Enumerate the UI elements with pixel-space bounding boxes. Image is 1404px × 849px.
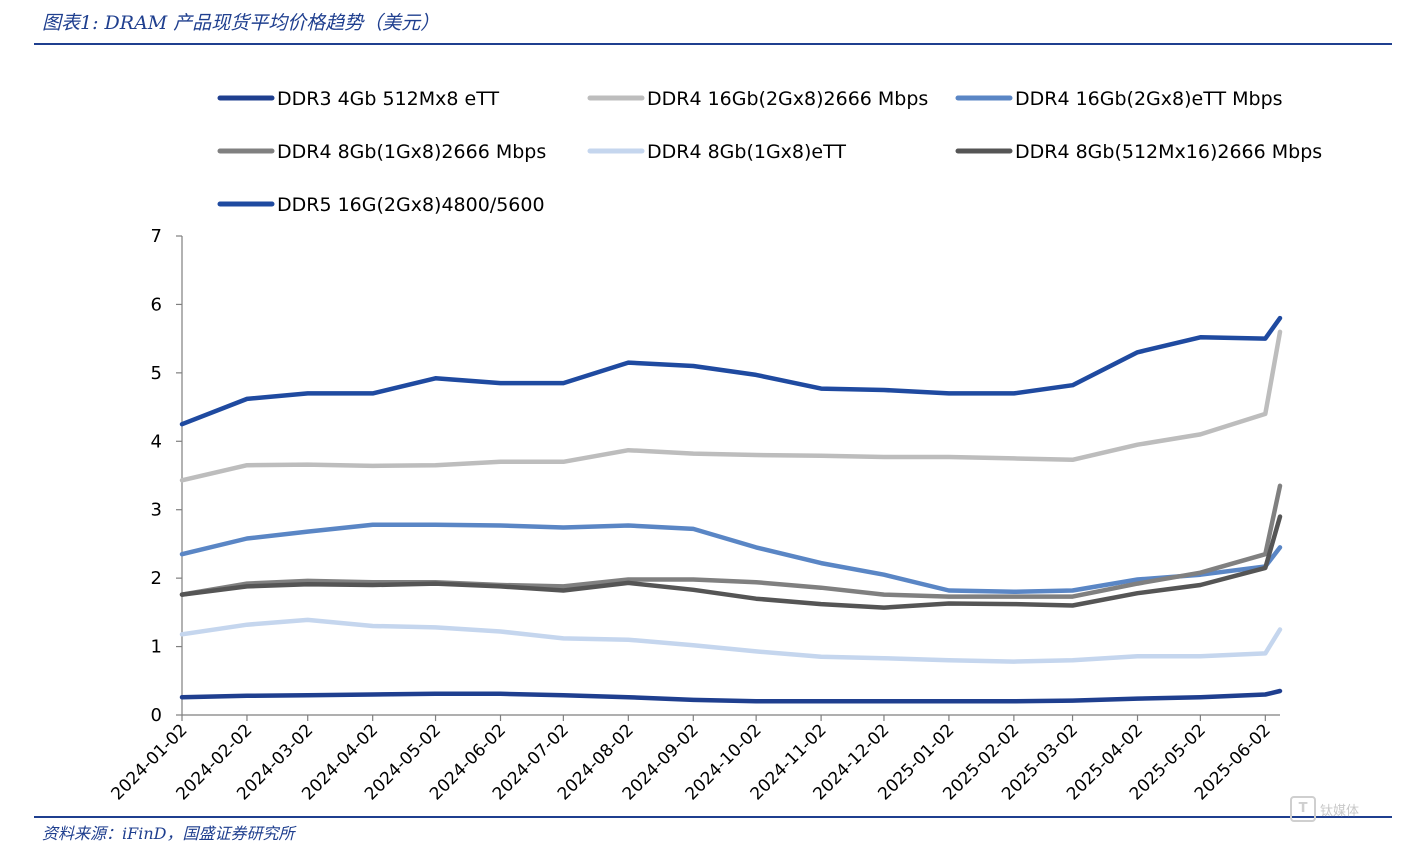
legend-label: DDR5 16G(2Gx8)4800/5600 — [277, 194, 545, 216]
watermark: T 钛媒体 — [1290, 796, 1359, 822]
series-line — [179, 688, 1283, 704]
y-tick-label: 0 — [151, 705, 162, 726]
y-tick-label: 4 — [151, 431, 162, 452]
series-line — [179, 514, 1283, 610]
legend-label: DDR4 8Gb(512Mx16)2666 Mbps — [1015, 141, 1322, 163]
source-note: 资料来源：iFinD，国盛证券研究所 — [42, 824, 295, 843]
series-line — [179, 329, 1283, 483]
legend-label: DDR4 8Gb(1Gx8)eTT — [647, 141, 846, 163]
series-line — [179, 315, 1283, 427]
series-line — [179, 483, 1283, 599]
footer-divider — [34, 816, 1392, 818]
watermark-text: 钛媒体 — [1320, 803, 1360, 819]
y-tick-label: 2 — [151, 568, 162, 589]
y-axis-ticks: 0 1 2 3 4 5 6 7 — [151, 226, 182, 726]
y-tick-label: 5 — [151, 363, 162, 384]
watermark-logo-icon: T — [1290, 796, 1316, 822]
series-line — [179, 617, 1283, 664]
header-divider — [34, 43, 1392, 45]
chart-axes — [181, 236, 1280, 716]
x-axis-ticks: 2024-01-022024-02-022024-03-022024-04-02… — [108, 715, 1275, 804]
legend-label: DDR3 4Gb 512Mx8 eTT — [277, 88, 499, 110]
legend-label: DDR4 16Gb(2Gx8)eTT Mbps — [1015, 88, 1283, 110]
y-tick-label: 7 — [151, 226, 162, 247]
page-title: 图表1: DRAM 产品现货平均价格趋势（美元） — [42, 12, 440, 34]
legend-label: DDR4 8Gb(1Gx8)2666 Mbps — [277, 141, 546, 163]
y-tick-label: 1 — [151, 637, 162, 658]
y-tick-label: 3 — [151, 500, 162, 521]
legend-label: DDR4 16Gb(2Gx8)2666 Mbps — [647, 88, 928, 110]
y-tick-label: 6 — [151, 294, 162, 315]
series-line — [179, 522, 1283, 595]
chart-series-lines — [179, 315, 1283, 704]
chart-legend: DDR3 4Gb 512Mx8 eTT DDR4 16Gb(2Gx8)2666 M… — [217, 88, 1322, 216]
